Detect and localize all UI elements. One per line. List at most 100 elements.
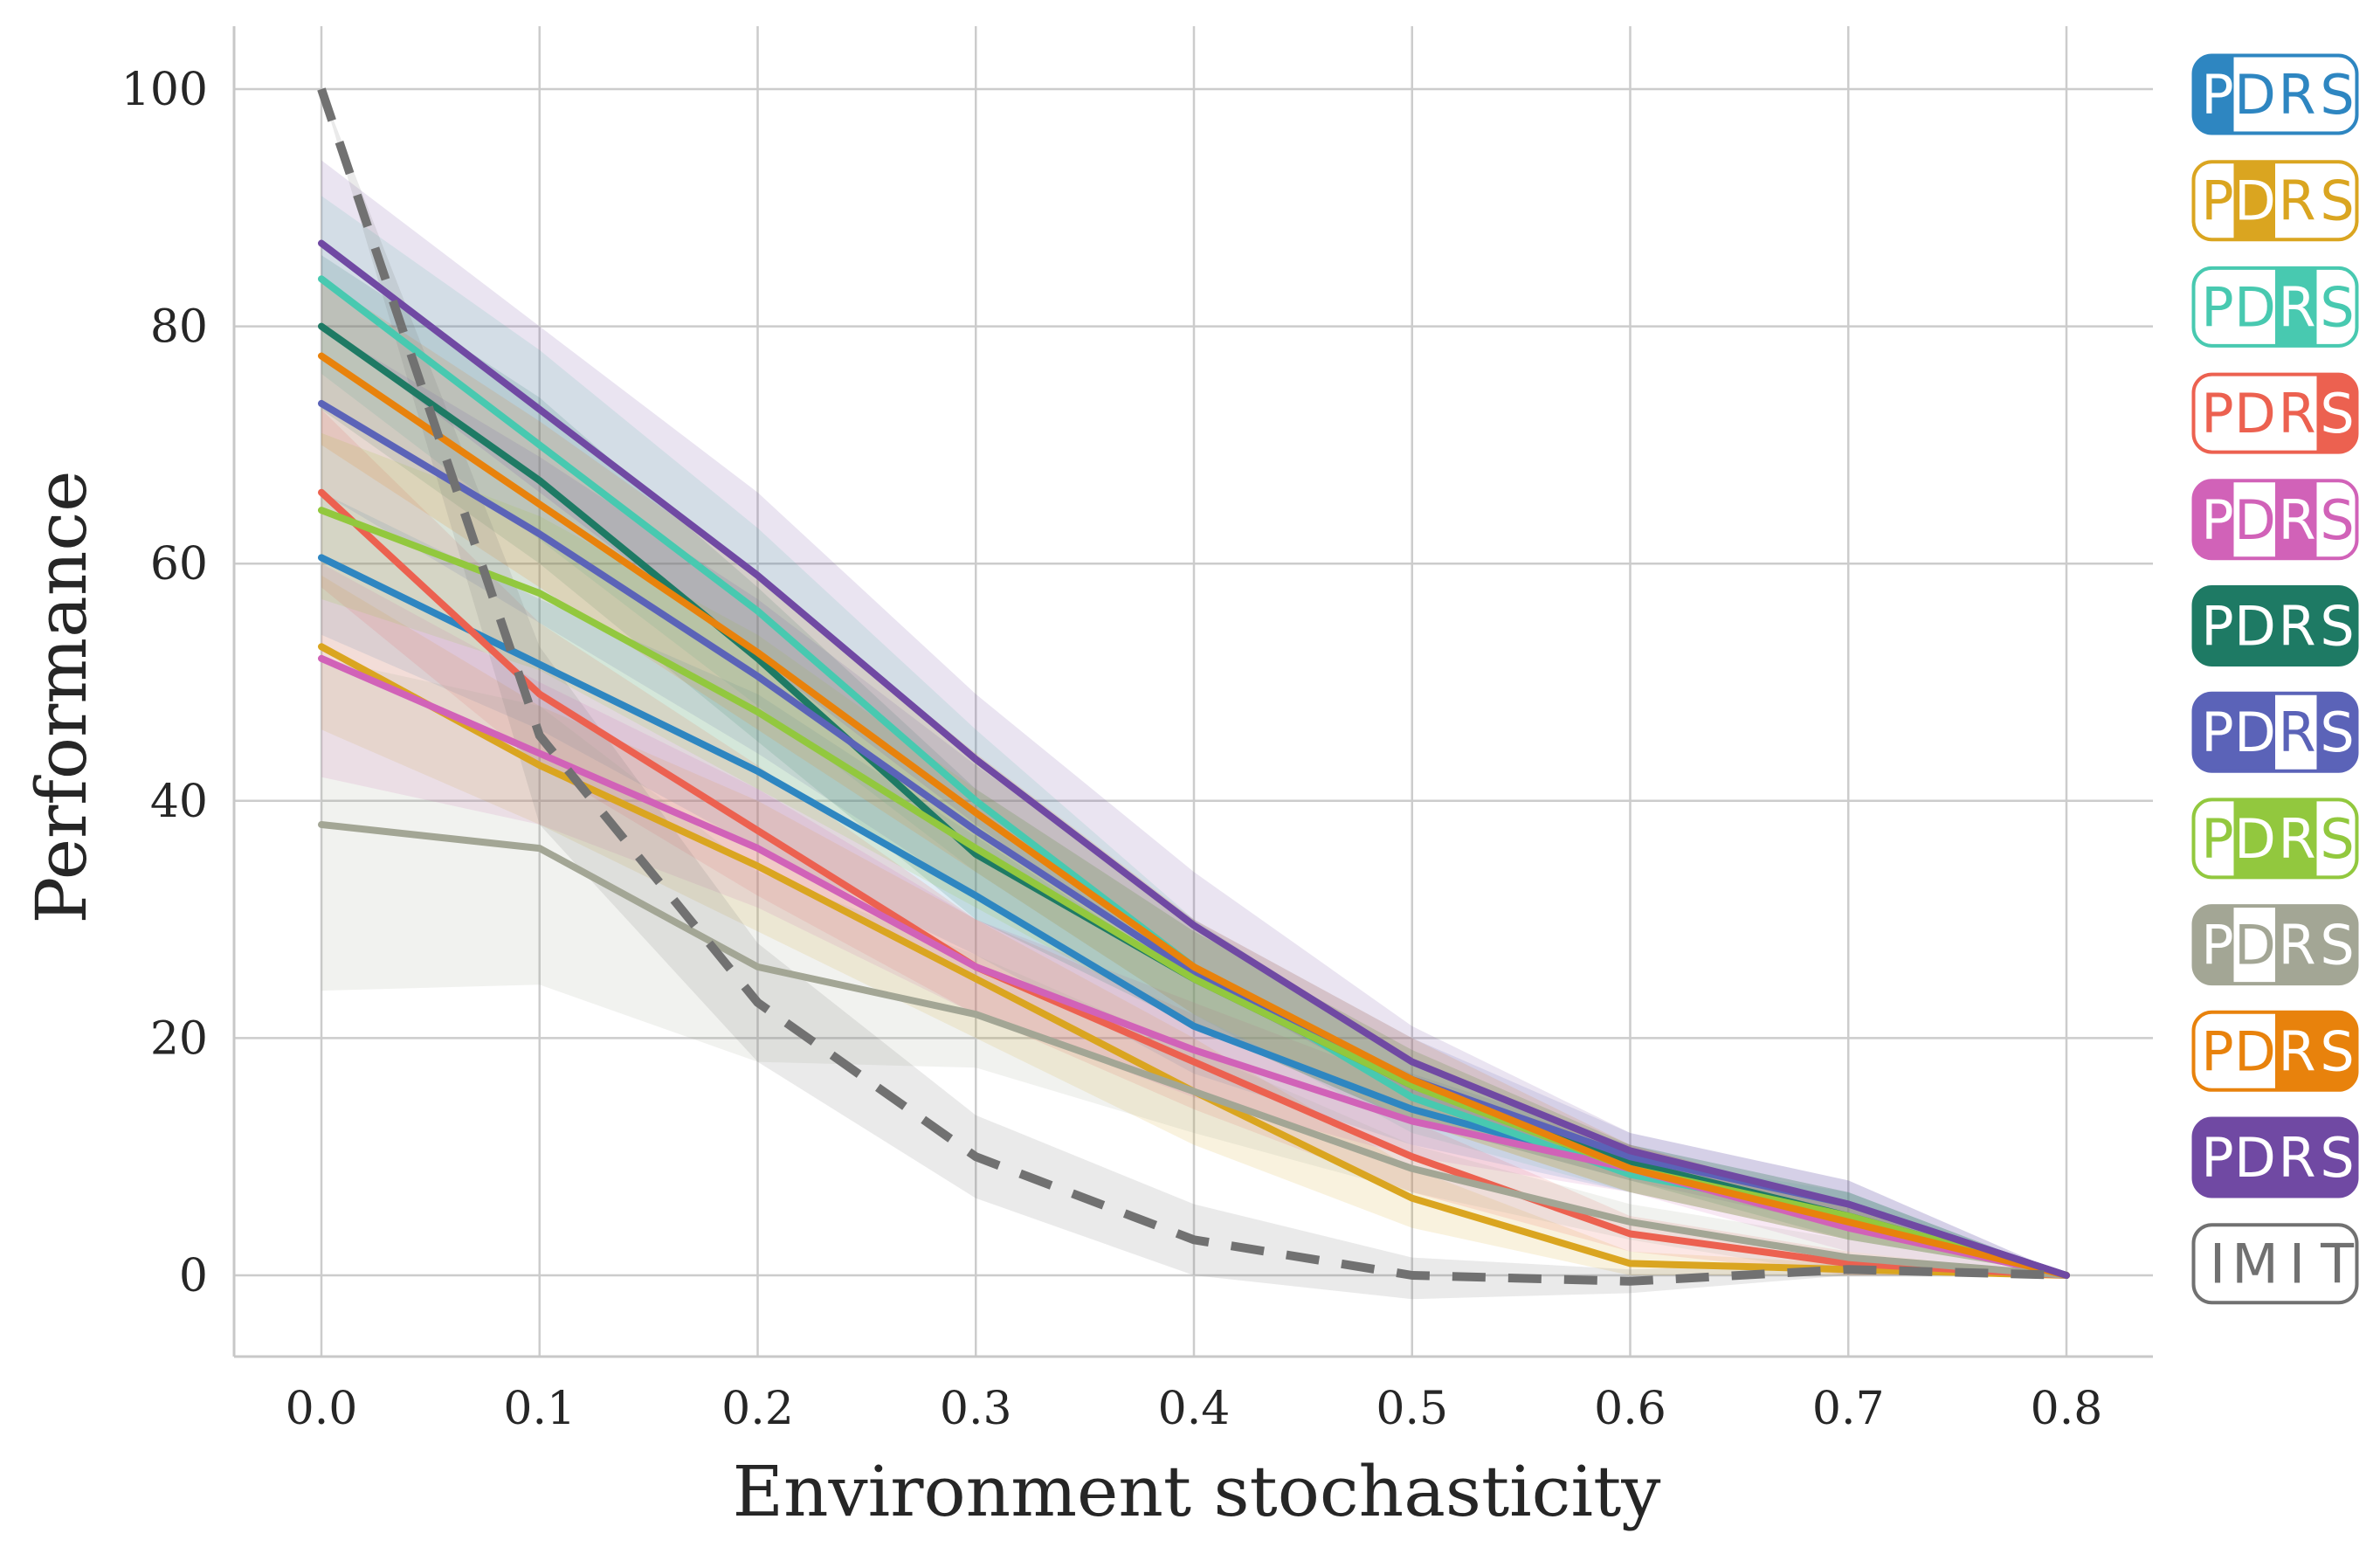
- x-tick-label: 0.4: [1158, 1383, 1231, 1435]
- x-tick-label: 0.8: [2031, 1383, 2103, 1435]
- y-axis-title: Performance: [21, 470, 102, 923]
- legend-letter: P: [2201, 914, 2233, 977]
- legend-letter: S: [2320, 382, 2354, 445]
- series-line: [318, 352, 2070, 1279]
- legend-highlight: [2316, 1011, 2358, 1092]
- y-tick-label: 0: [179, 1250, 208, 1302]
- legend-letter: D: [2234, 275, 2276, 339]
- legend-border: [2191, 266, 2359, 348]
- legend-letter: R: [2278, 1126, 2315, 1190]
- legend-border: [2191, 1116, 2359, 1198]
- legend-letter: R: [2278, 63, 2315, 127]
- legend-border: [2191, 372, 2359, 454]
- y-tick-labels: 0 20 40 60 80 100: [121, 64, 208, 1302]
- x-tick-label: 0.2: [721, 1383, 794, 1435]
- legend-letter: R: [2278, 595, 2315, 659]
- x-tick-label: 0.6: [1594, 1383, 1666, 1435]
- legend-highlight: [2233, 692, 2275, 773]
- legend-highlight: [2316, 373, 2358, 454]
- x-tick-label: 0.3: [940, 1383, 1012, 1435]
- legend-letter: S: [2320, 169, 2354, 233]
- legend-letter: I: [2210, 1233, 2225, 1296]
- legend-letter: D: [2234, 382, 2276, 445]
- legend-letter: D: [2234, 488, 2276, 552]
- legend-letter: R: [2278, 275, 2315, 339]
- legend-letter: S: [2320, 275, 2354, 339]
- legend-letter: R: [2278, 488, 2315, 552]
- legend-letter: P: [2201, 807, 2233, 871]
- y-tick-label: 100: [121, 64, 208, 116]
- legend-highlight: [2316, 692, 2358, 773]
- legend-letter: R: [2278, 1019, 2315, 1083]
- legend-letter: P: [2201, 1019, 2233, 1083]
- legend-letter: P: [2201, 169, 2233, 233]
- legend-badge: [2192, 1223, 2358, 1304]
- confidence-band: [321, 432, 2066, 1275]
- axes: [232, 26, 2153, 1358]
- legend-letter: D: [2234, 595, 2276, 659]
- y-tick-label: 40: [150, 776, 208, 828]
- legend-highlight: [2192, 692, 2234, 773]
- legend-border: [2191, 691, 2359, 773]
- series-line: [318, 488, 2070, 1279]
- legend-letter: P: [2201, 1126, 2233, 1190]
- legend-border: [2191, 1223, 2359, 1305]
- legend-letter: D: [2234, 1019, 2276, 1083]
- x-tick-labels: 0.0 0.1 0.2 0.3 0.4 0.5 0.6 0.7 0.8: [286, 1383, 2103, 1435]
- x-tick-label: 0.7: [1812, 1383, 1885, 1435]
- legend-letter: D: [2234, 701, 2276, 764]
- series-line: [318, 239, 2070, 1279]
- legend-highlight: [2192, 904, 2234, 985]
- legend-highlight: [2316, 1117, 2358, 1198]
- legend-letter: D: [2234, 63, 2276, 127]
- legend-letter: S: [2320, 1126, 2354, 1190]
- legend-highlight: [2233, 160, 2275, 241]
- legend-letter: R: [2278, 382, 2315, 445]
- legend-border: [2191, 585, 2359, 666]
- legend-letter: D: [2234, 914, 2276, 977]
- legend-highlight: [2316, 585, 2358, 666]
- confidence-band: [321, 409, 2066, 1275]
- legend-letter: S: [2320, 63, 2354, 127]
- legend-highlight: [2192, 479, 2234, 560]
- series-line: [318, 507, 2070, 1279]
- y-tick-label: 80: [150, 301, 208, 354]
- legend-letter: I: [2289, 1233, 2305, 1296]
- legend-letter: R: [2278, 701, 2315, 764]
- series-line: [317, 87, 2067, 1286]
- x-tick-label: 0.0: [286, 1383, 358, 1435]
- legend-border: [2191, 479, 2359, 561]
- legend-highlight: [2275, 479, 2317, 560]
- legend-highlight: [2192, 585, 2234, 666]
- legend-letter: S: [2320, 914, 2354, 977]
- legend-letter: P: [2201, 63, 2233, 127]
- legend-letter: P: [2201, 701, 2233, 764]
- legend-border: [2191, 904, 2359, 986]
- legend-border: [2191, 53, 2359, 135]
- legend-highlight: [2233, 798, 2275, 879]
- legend-letter: D: [2234, 807, 2276, 871]
- legend-border: [2191, 1010, 2359, 1092]
- y-tick-label: 60: [150, 538, 208, 590]
- confidence-band: [321, 658, 2066, 1275]
- legend-letter: P: [2201, 488, 2233, 552]
- legend-highlight: [2275, 266, 2317, 348]
- legend-letter: R: [2278, 807, 2315, 871]
- legend-letter: P: [2201, 595, 2233, 659]
- series-line: [318, 654, 2070, 1279]
- legend-highlight: [2192, 54, 2234, 135]
- legend-letter: S: [2320, 1019, 2354, 1083]
- x-tick-label: 0.1: [503, 1383, 576, 1435]
- legend-letter: S: [2320, 488, 2354, 552]
- legend-highlight: [2275, 1011, 2317, 1092]
- legend-highlight: [2275, 904, 2317, 985]
